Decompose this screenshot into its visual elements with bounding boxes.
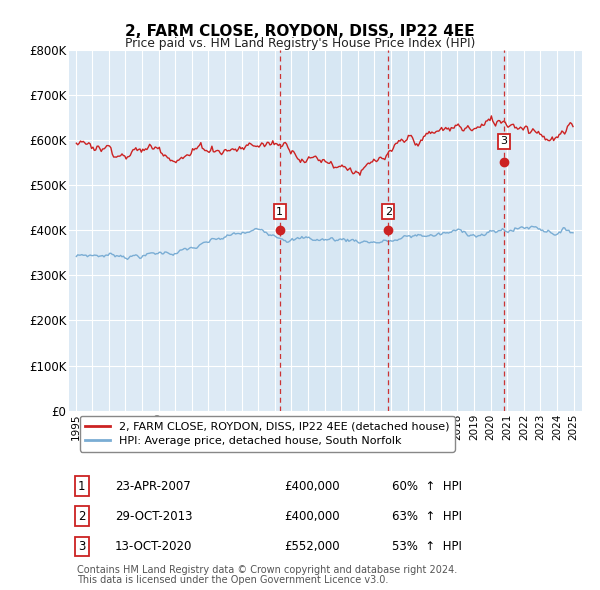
Text: 1: 1 bbox=[276, 207, 283, 217]
Text: 3: 3 bbox=[500, 136, 508, 146]
Text: 2: 2 bbox=[385, 207, 392, 217]
Text: 1: 1 bbox=[78, 480, 86, 493]
Text: £400,000: £400,000 bbox=[284, 480, 340, 493]
Legend: 2, FARM CLOSE, ROYDON, DISS, IP22 4EE (detached house), HPI: Average price, deta: 2, FARM CLOSE, ROYDON, DISS, IP22 4EE (d… bbox=[80, 416, 455, 452]
Text: Contains HM Land Registry data © Crown copyright and database right 2024.: Contains HM Land Registry data © Crown c… bbox=[77, 565, 457, 575]
Text: 23-APR-2007: 23-APR-2007 bbox=[115, 480, 191, 493]
Text: £552,000: £552,000 bbox=[284, 540, 340, 553]
Bar bbox=[388, 50, 504, 411]
Text: 3: 3 bbox=[78, 540, 86, 553]
Text: 2, FARM CLOSE, ROYDON, DISS, IP22 4EE: 2, FARM CLOSE, ROYDON, DISS, IP22 4EE bbox=[125, 24, 475, 38]
Text: 60%  ↑  HPI: 60% ↑ HPI bbox=[392, 480, 462, 493]
Text: 2: 2 bbox=[78, 510, 86, 523]
Text: £400,000: £400,000 bbox=[284, 510, 340, 523]
Text: This data is licensed under the Open Government Licence v3.0.: This data is licensed under the Open Gov… bbox=[77, 575, 388, 585]
Text: 13-OCT-2020: 13-OCT-2020 bbox=[115, 540, 193, 553]
Text: 29-OCT-2013: 29-OCT-2013 bbox=[115, 510, 193, 523]
Text: 53%  ↑  HPI: 53% ↑ HPI bbox=[392, 540, 462, 553]
Bar bbox=[280, 50, 388, 411]
Text: 63%  ↑  HPI: 63% ↑ HPI bbox=[392, 510, 462, 523]
Text: Price paid vs. HM Land Registry's House Price Index (HPI): Price paid vs. HM Land Registry's House … bbox=[125, 37, 475, 50]
